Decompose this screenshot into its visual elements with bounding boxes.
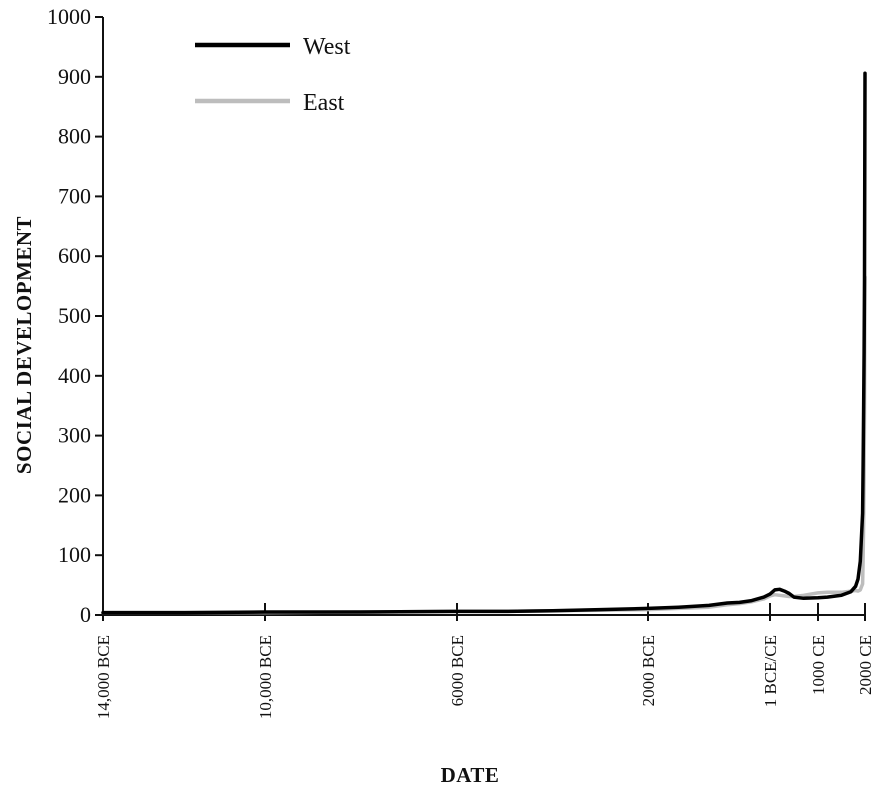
x-tick-label: 6000 BCE: [448, 635, 467, 706]
y-tick-label: 700: [58, 183, 91, 208]
x-tick-label: 10,000 BCE: [256, 635, 275, 719]
y-tick-label: 300: [58, 423, 91, 448]
series-line-west: [101, 71, 867, 615]
y-axis-title: SOCIAL DEVELOPMENT: [12, 216, 36, 474]
y-tick-label: 1000: [47, 4, 91, 29]
y-tick-label: 900: [58, 64, 91, 89]
x-tick-label: 2000 CE: [856, 635, 872, 695]
legend-label-west: West: [303, 34, 351, 60]
y-tick-label: 800: [58, 124, 91, 149]
x-tick-label: 1 BCE/CE: [761, 635, 780, 707]
y-tick-label: 0: [80, 602, 91, 627]
y-ticks-group: 0 100 200 300 400 500 600 700 800 900 1000: [47, 4, 103, 627]
series-group: [101, 71, 867, 615]
x-ticks-group: 14,000 BCE 10,000 BCE 6000 BCE 2000 BCE 1 BC…: [94, 603, 872, 719]
y-tick-label: 400: [58, 363, 91, 388]
y-tick-label: 100: [58, 542, 91, 567]
x-tick-label: 1000 CE: [809, 635, 828, 695]
series-line-east: [101, 275, 867, 615]
x-tick-label: 2000 BCE: [639, 635, 658, 706]
x-tick-label: 14,000 BCE: [94, 635, 113, 719]
legend-label-east: East: [303, 90, 345, 116]
y-tick-label: 600: [58, 243, 91, 268]
x-axis-title: DATE: [441, 763, 500, 787]
legend: West East: [195, 34, 351, 116]
y-tick-label: 200: [58, 482, 91, 507]
y-tick-label: 500: [58, 303, 91, 328]
axes-group: [102, 17, 865, 616]
